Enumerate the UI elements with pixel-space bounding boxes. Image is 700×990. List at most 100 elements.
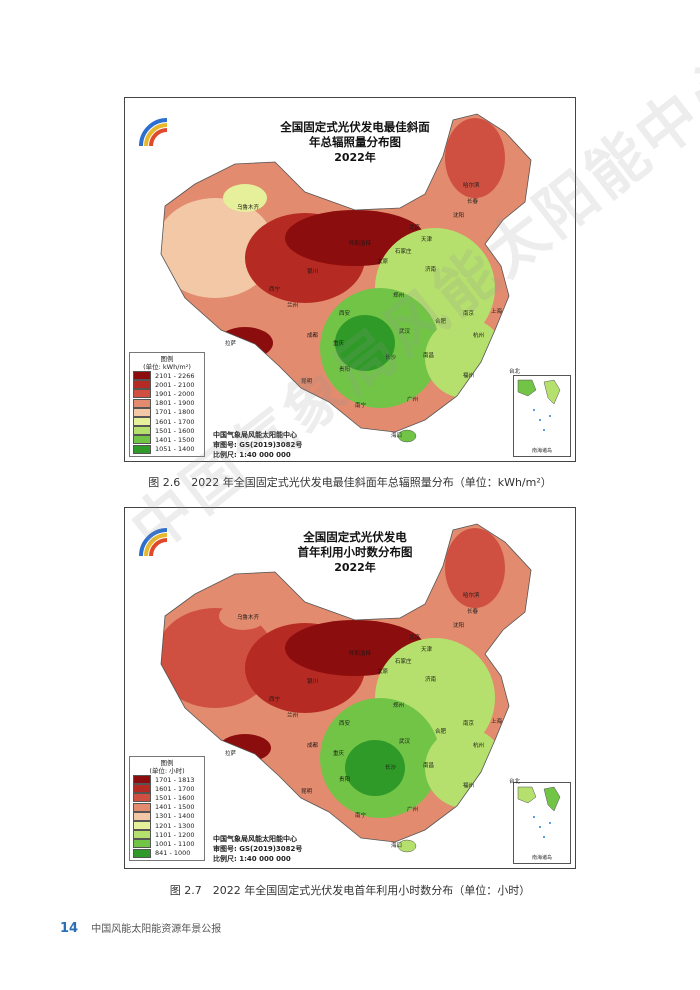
city-label: 海口 <box>391 433 403 439</box>
legend-unit: (单位: 小时) <box>149 767 185 775</box>
legend-range: 2001 - 2100 <box>155 380 195 389</box>
city-label: 武汉 <box>399 329 411 335</box>
city-label: 台北 <box>509 369 521 375</box>
legend-item: 1601 - 1700 <box>133 784 201 794</box>
legend-range: 1101 - 1200 <box>155 830 195 839</box>
city-label: 西宁 <box>269 287 281 293</box>
map-irradiation: 全国固定式光伏发电最佳斜面 年总辐照量分布图 2022年 图例 (单位: kWh… <box>124 97 576 462</box>
city-label: 西宁 <box>269 697 281 703</box>
legend-item: 1001 - 1100 <box>133 839 201 849</box>
legend-range: 1501 - 1600 <box>155 426 195 435</box>
footer-title: 中国风能太阳能资源年景公报 <box>91 924 222 935</box>
legend-range: 1701 - 1813 <box>155 775 195 784</box>
city-label: 兰州 <box>287 713 299 719</box>
legend-swatch <box>133 389 151 399</box>
legend-item: 2101 - 2266 <box>133 371 201 381</box>
legend-range: 1601 - 1700 <box>155 784 195 793</box>
inset-map <box>517 786 561 838</box>
legend-swatch <box>133 821 151 831</box>
map-year: 2022年 <box>334 151 376 164</box>
legend-item: 1401 - 1500 <box>133 435 201 445</box>
city-label: 贵阳 <box>339 367 351 373</box>
legend-range: 1701 - 1800 <box>155 408 195 417</box>
city-label: 呼和浩特 <box>349 651 372 657</box>
city-label: 昆明 <box>301 789 313 795</box>
legend-swatch <box>133 435 151 445</box>
legend: 图例 (单位: 小时) 1701 - 1813 1601 - 1700 1501 -… <box>129 756 205 861</box>
city-label: 成都 <box>307 333 319 339</box>
city-label: 福州 <box>463 373 475 379</box>
china-map-hours <box>160 523 532 853</box>
page-footer: 14 中国风能太阳能资源年景公报 <box>60 920 221 936</box>
credit-org: 中国气象局风能太阳能中心 <box>213 431 297 439</box>
legend-swatch <box>133 407 151 417</box>
credit-scale: 比例尺: 1:40 000 000 <box>213 451 291 459</box>
city-label: 济南 <box>425 677 437 683</box>
legend-item: 1801 - 1900 <box>133 398 201 408</box>
legend-item: 1501 - 1600 <box>133 426 201 436</box>
legend-range: 1301 - 1400 <box>155 812 195 821</box>
legend-swatch <box>133 775 151 785</box>
legend-item: 1601 - 1700 <box>133 417 201 427</box>
city-label: 贵阳 <box>339 777 351 783</box>
city-label: 长沙 <box>385 765 397 771</box>
legend-item: 1301 - 1400 <box>133 811 201 821</box>
legend-range: 1051 - 1400 <box>155 445 195 454</box>
page-number: 14 <box>60 921 79 936</box>
legend-swatch <box>133 426 151 436</box>
legend-item: 1701 - 1813 <box>133 775 201 785</box>
city-label: 上海 <box>491 719 503 725</box>
legend-swatch <box>133 784 151 794</box>
legend-title: 图例 <box>160 355 174 363</box>
inset-label: 南海诸岛 <box>531 855 552 861</box>
map-credits: 中国气象局风能太阳能中心 审图号: GS(2019)3082号 比例尺: 1:4… <box>213 834 302 864</box>
city-label: 银川 <box>307 269 319 275</box>
city-label: 杭州 <box>473 333 485 339</box>
legend-range: 1601 - 1700 <box>155 417 195 426</box>
south-china-sea-inset: 南海诸岛 <box>513 782 571 864</box>
city-label: 哈尔滨 <box>463 183 480 189</box>
legend-range: 1401 - 1500 <box>155 803 195 812</box>
city-label: 哈尔滨 <box>463 593 480 599</box>
legend-rows: 2101 - 2266 2001 - 2100 1901 - 2000 1801 - … <box>133 371 201 454</box>
city-label: 天津 <box>421 647 433 653</box>
legend-range: 2101 - 2266 <box>155 371 195 380</box>
city-label: 广州 <box>407 397 419 403</box>
city-label: 乌鲁木齐 <box>237 205 260 211</box>
city-label: 石家庄 <box>395 249 412 255</box>
legend: 图例 (单位: kWh/m²) 2101 - 2266 2001 - 2100 19… <box>129 352 205 457</box>
legend-item: 1401 - 1500 <box>133 802 201 812</box>
legend-title: 图例 <box>160 759 174 767</box>
legend-swatch <box>133 802 151 812</box>
city-label: 兰州 <box>287 303 299 309</box>
legend-swatch <box>133 417 151 427</box>
city-label: 太原 <box>377 259 389 265</box>
credit-scale: 比例尺: 1:40 000 000 <box>213 855 291 863</box>
cma-logo <box>139 528 168 557</box>
legend-swatch <box>133 839 151 849</box>
figure-caption-2-7: 图 2.7 2022 年全国固定式光伏发电首年利用小时数分布（单位：小时） <box>169 884 531 897</box>
city-label: 西安 <box>339 311 351 317</box>
city-label: 南京 <box>463 311 475 317</box>
legend-range: 841 - 1000 <box>155 849 191 858</box>
map-title-line1: 全国固定式光伏发电 <box>303 530 407 544</box>
city-label: 广州 <box>407 807 419 813</box>
legend-swatch <box>133 380 151 390</box>
legend-item: 1701 - 1800 <box>133 407 201 417</box>
map-title-line1: 全国固定式光伏发电最佳斜面 <box>280 120 430 134</box>
city-label: 银川 <box>307 679 319 685</box>
legend-range: 1801 - 1900 <box>155 399 195 408</box>
city-label: 沈阳 <box>453 623 465 629</box>
city-label: 太原 <box>377 669 389 675</box>
legend-item: 1051 - 1400 <box>133 444 201 454</box>
legend-item: 1901 - 2000 <box>133 389 201 399</box>
city-label: 武汉 <box>399 739 411 745</box>
city-label: 南昌 <box>423 763 435 769</box>
legend-range: 1201 - 1300 <box>155 821 195 830</box>
map-credits: 中国气象局风能太阳能中心 审图号: GS(2019)3082号 比例尺: 1:4… <box>213 430 302 460</box>
city-label: 重庆 <box>333 751 345 757</box>
map-title: 全国固定式光伏发电 首年利用小时数分布图 2022年 <box>255 530 455 575</box>
cma-logo <box>139 118 168 147</box>
city-label: 海口 <box>391 843 403 849</box>
city-label: 呼和浩特 <box>349 241 372 247</box>
